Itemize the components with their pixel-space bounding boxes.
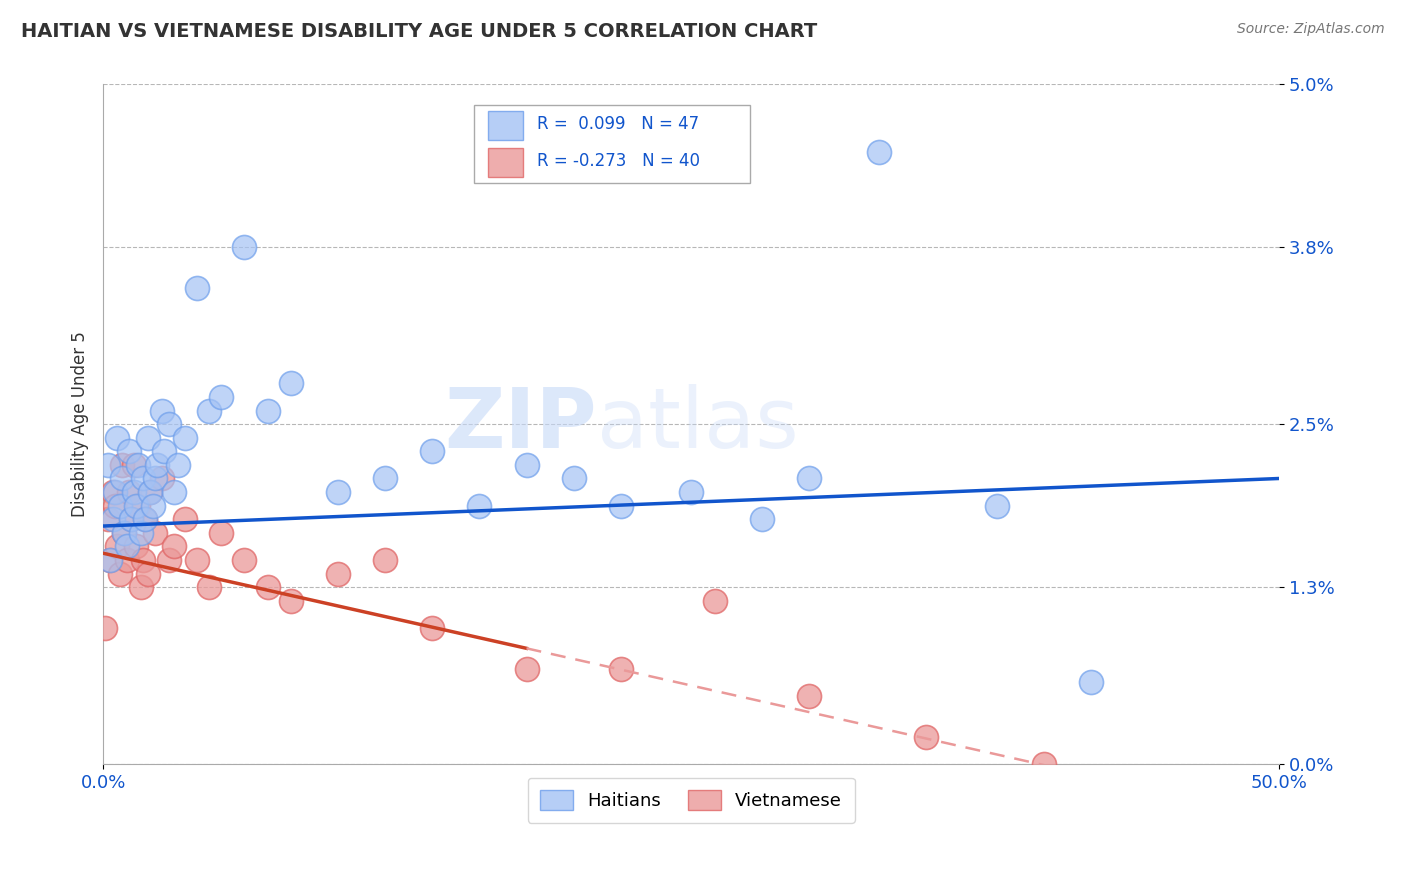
Point — [104, 499, 127, 513]
Point — [163, 485, 186, 500]
Point — [280, 376, 302, 391]
Point — [153, 444, 176, 458]
Point — [120, 512, 142, 526]
Point — [562, 471, 585, 485]
Point — [1080, 675, 1102, 690]
Point — [108, 566, 131, 581]
Legend: Haitians, Vietnamese: Haitians, Vietnamese — [527, 778, 855, 822]
Point — [134, 512, 156, 526]
Point — [111, 458, 134, 472]
Point — [198, 580, 221, 594]
Text: R =  0.099   N = 47: R = 0.099 N = 47 — [537, 114, 699, 133]
Point — [122, 485, 145, 500]
Point — [132, 471, 155, 485]
Point — [986, 499, 1008, 513]
Point — [374, 553, 396, 567]
Point — [198, 403, 221, 417]
Point — [125, 499, 148, 513]
Point — [118, 444, 141, 458]
Point — [328, 566, 350, 581]
Point — [129, 580, 152, 594]
Text: Source: ZipAtlas.com: Source: ZipAtlas.com — [1237, 22, 1385, 37]
Point — [108, 499, 131, 513]
Point — [143, 471, 166, 485]
Point — [111, 471, 134, 485]
Point — [125, 540, 148, 554]
Point — [609, 499, 631, 513]
Point — [98, 553, 121, 567]
Point — [129, 525, 152, 540]
Point — [468, 499, 491, 513]
Point — [136, 431, 159, 445]
Text: atlas: atlas — [598, 384, 799, 465]
Y-axis label: Disability Age Under 5: Disability Age Under 5 — [72, 331, 89, 517]
Point — [105, 540, 128, 554]
Point — [751, 512, 773, 526]
Point — [97, 512, 120, 526]
Point — [209, 525, 232, 540]
Text: HAITIAN VS VIETNAMESE DISABILITY AGE UNDER 5 CORRELATION CHART: HAITIAN VS VIETNAMESE DISABILITY AGE UND… — [21, 22, 817, 41]
Point — [143, 525, 166, 540]
Point — [515, 662, 537, 676]
Point — [115, 540, 138, 554]
Point — [146, 458, 169, 472]
Point — [150, 471, 173, 485]
Point — [115, 553, 138, 567]
Point — [233, 553, 256, 567]
Point — [132, 553, 155, 567]
Point — [174, 431, 197, 445]
Point — [703, 594, 725, 608]
Point — [127, 458, 149, 472]
Point — [127, 499, 149, 513]
Point — [609, 662, 631, 676]
Point — [256, 403, 278, 417]
Point — [186, 281, 208, 295]
Point — [1033, 756, 1056, 771]
Point — [118, 485, 141, 500]
Bar — [488, 148, 523, 177]
Text: R = -0.273   N = 40: R = -0.273 N = 40 — [537, 152, 700, 170]
Point — [209, 390, 232, 404]
Point — [422, 621, 444, 635]
FancyBboxPatch shape — [474, 105, 749, 183]
Point — [280, 594, 302, 608]
Point — [122, 458, 145, 472]
Point — [101, 485, 124, 500]
Point — [256, 580, 278, 594]
Point — [104, 485, 127, 500]
Point — [174, 512, 197, 526]
Point — [94, 621, 117, 635]
Point — [141, 499, 163, 513]
Point — [167, 458, 190, 472]
Point — [112, 525, 135, 540]
Point — [163, 540, 186, 554]
Text: ZIP: ZIP — [444, 384, 598, 465]
Point — [374, 471, 396, 485]
Point — [105, 431, 128, 445]
Point — [186, 553, 208, 567]
Point — [157, 417, 180, 431]
Point — [101, 512, 124, 526]
Point — [868, 145, 890, 160]
Point — [681, 485, 703, 500]
Point — [112, 525, 135, 540]
Point — [797, 471, 820, 485]
Point — [136, 566, 159, 581]
Point — [139, 485, 162, 500]
Point — [97, 458, 120, 472]
Point — [134, 512, 156, 526]
Point — [328, 485, 350, 500]
Point — [98, 553, 121, 567]
Point — [915, 730, 938, 744]
Point — [150, 403, 173, 417]
Point — [120, 512, 142, 526]
Bar — [488, 112, 523, 140]
Point — [422, 444, 444, 458]
Point — [233, 240, 256, 254]
Point — [797, 689, 820, 703]
Point — [157, 553, 180, 567]
Point — [515, 458, 537, 472]
Point — [139, 485, 162, 500]
